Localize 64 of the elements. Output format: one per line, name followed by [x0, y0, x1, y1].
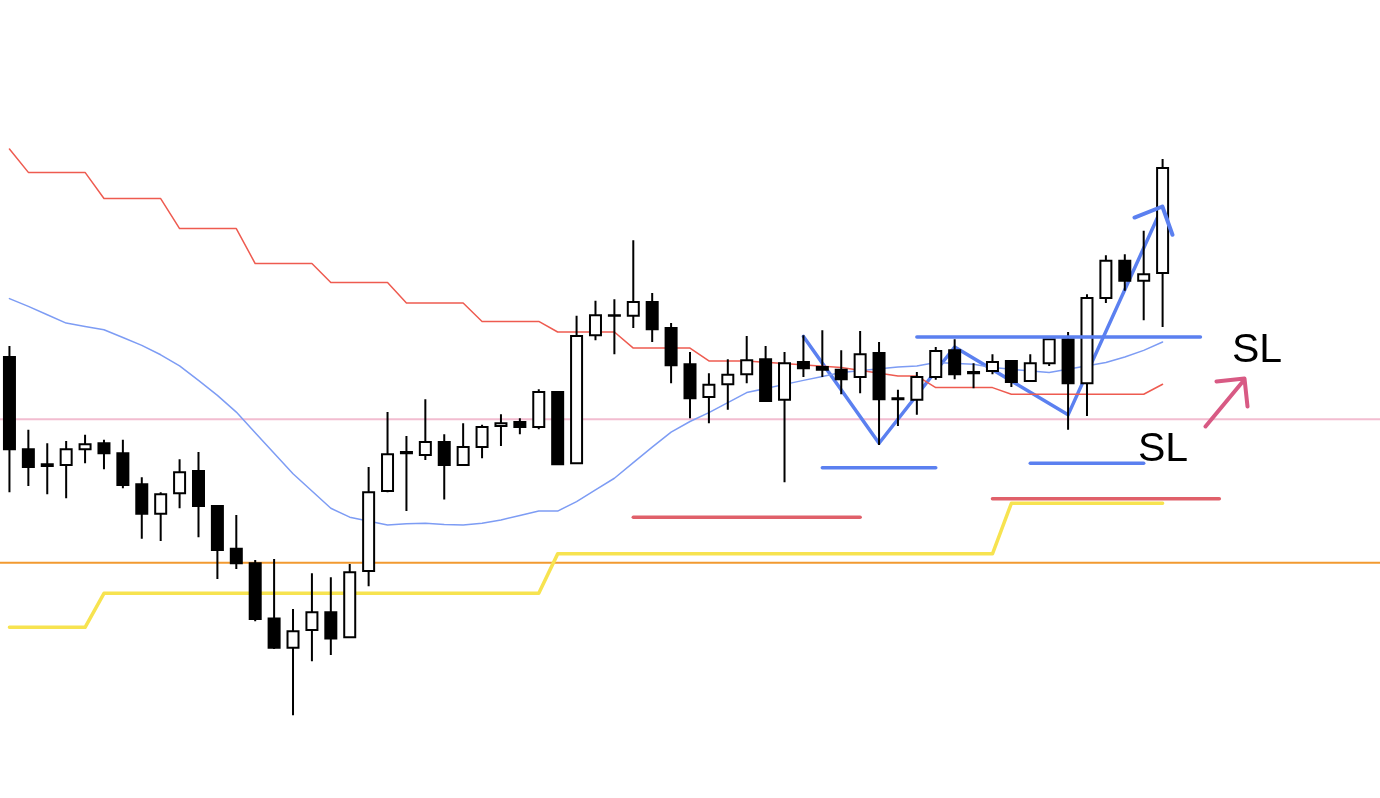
candlestick — [418, 398, 432, 461]
candlestick — [381, 411, 395, 494]
candlestick — [267, 557, 281, 650]
candlestick — [305, 572, 319, 663]
candlestick — [116, 438, 130, 490]
candlestick — [210, 505, 224, 580]
candlestick — [985, 353, 999, 376]
candlestick — [1042, 338, 1056, 367]
candlestick — [607, 298, 621, 356]
candlestick — [740, 334, 754, 385]
candlestick — [796, 334, 810, 379]
candlestick — [2, 344, 16, 494]
candlestick — [1080, 293, 1094, 417]
candlestick — [135, 476, 149, 540]
candlestick — [1023, 353, 1037, 382]
candlestick — [1004, 359, 1018, 389]
candlestick — [645, 292, 659, 343]
candlestick — [1137, 229, 1151, 322]
candlestick — [1061, 330, 1075, 431]
candlestick — [40, 442, 54, 496]
candlestick — [494, 413, 508, 447]
candlestick — [97, 438, 111, 471]
candlestick — [1156, 158, 1170, 328]
candlestick — [21, 428, 35, 488]
candlestick — [154, 491, 168, 543]
annotation: SL — [1138, 424, 1189, 470]
candlestick — [967, 362, 981, 390]
candlestick — [570, 314, 584, 465]
candlestick — [324, 576, 338, 657]
candlestick — [513, 417, 527, 436]
candlestick — [248, 558, 262, 623]
candlestick — [853, 329, 867, 395]
candlestick — [910, 371, 924, 416]
candlestick — [191, 451, 205, 539]
candlestick — [929, 346, 943, 381]
candlestick — [59, 439, 73, 500]
candlestick — [626, 239, 640, 330]
candlestick — [286, 607, 300, 717]
candlestick — [834, 349, 848, 396]
candlestick — [588, 299, 602, 342]
candlestick — [948, 338, 962, 381]
candlestick — [815, 329, 829, 379]
candlestick — [664, 322, 678, 385]
candlestick — [778, 351, 792, 484]
candlestick — [456, 422, 470, 466]
candlestick — [872, 341, 886, 446]
candlestick — [78, 433, 92, 465]
candlestick — [1099, 254, 1113, 305]
candlestick — [683, 351, 697, 420]
candlestick — [551, 391, 565, 466]
candlestick — [362, 466, 376, 588]
candlestick — [399, 434, 413, 513]
candlestick — [532, 388, 546, 431]
annotation: SL — [1232, 325, 1283, 371]
candlestick — [702, 372, 716, 425]
candlestick — [759, 344, 773, 404]
candlestick — [475, 423, 489, 460]
candlestick — [229, 513, 243, 570]
candlestick — [437, 433, 451, 501]
candlestick — [721, 358, 735, 411]
candlestick — [173, 458, 187, 510]
candlestick — [343, 562, 357, 639]
candlestick — [891, 388, 905, 427]
candlestick — [1118, 253, 1132, 292]
